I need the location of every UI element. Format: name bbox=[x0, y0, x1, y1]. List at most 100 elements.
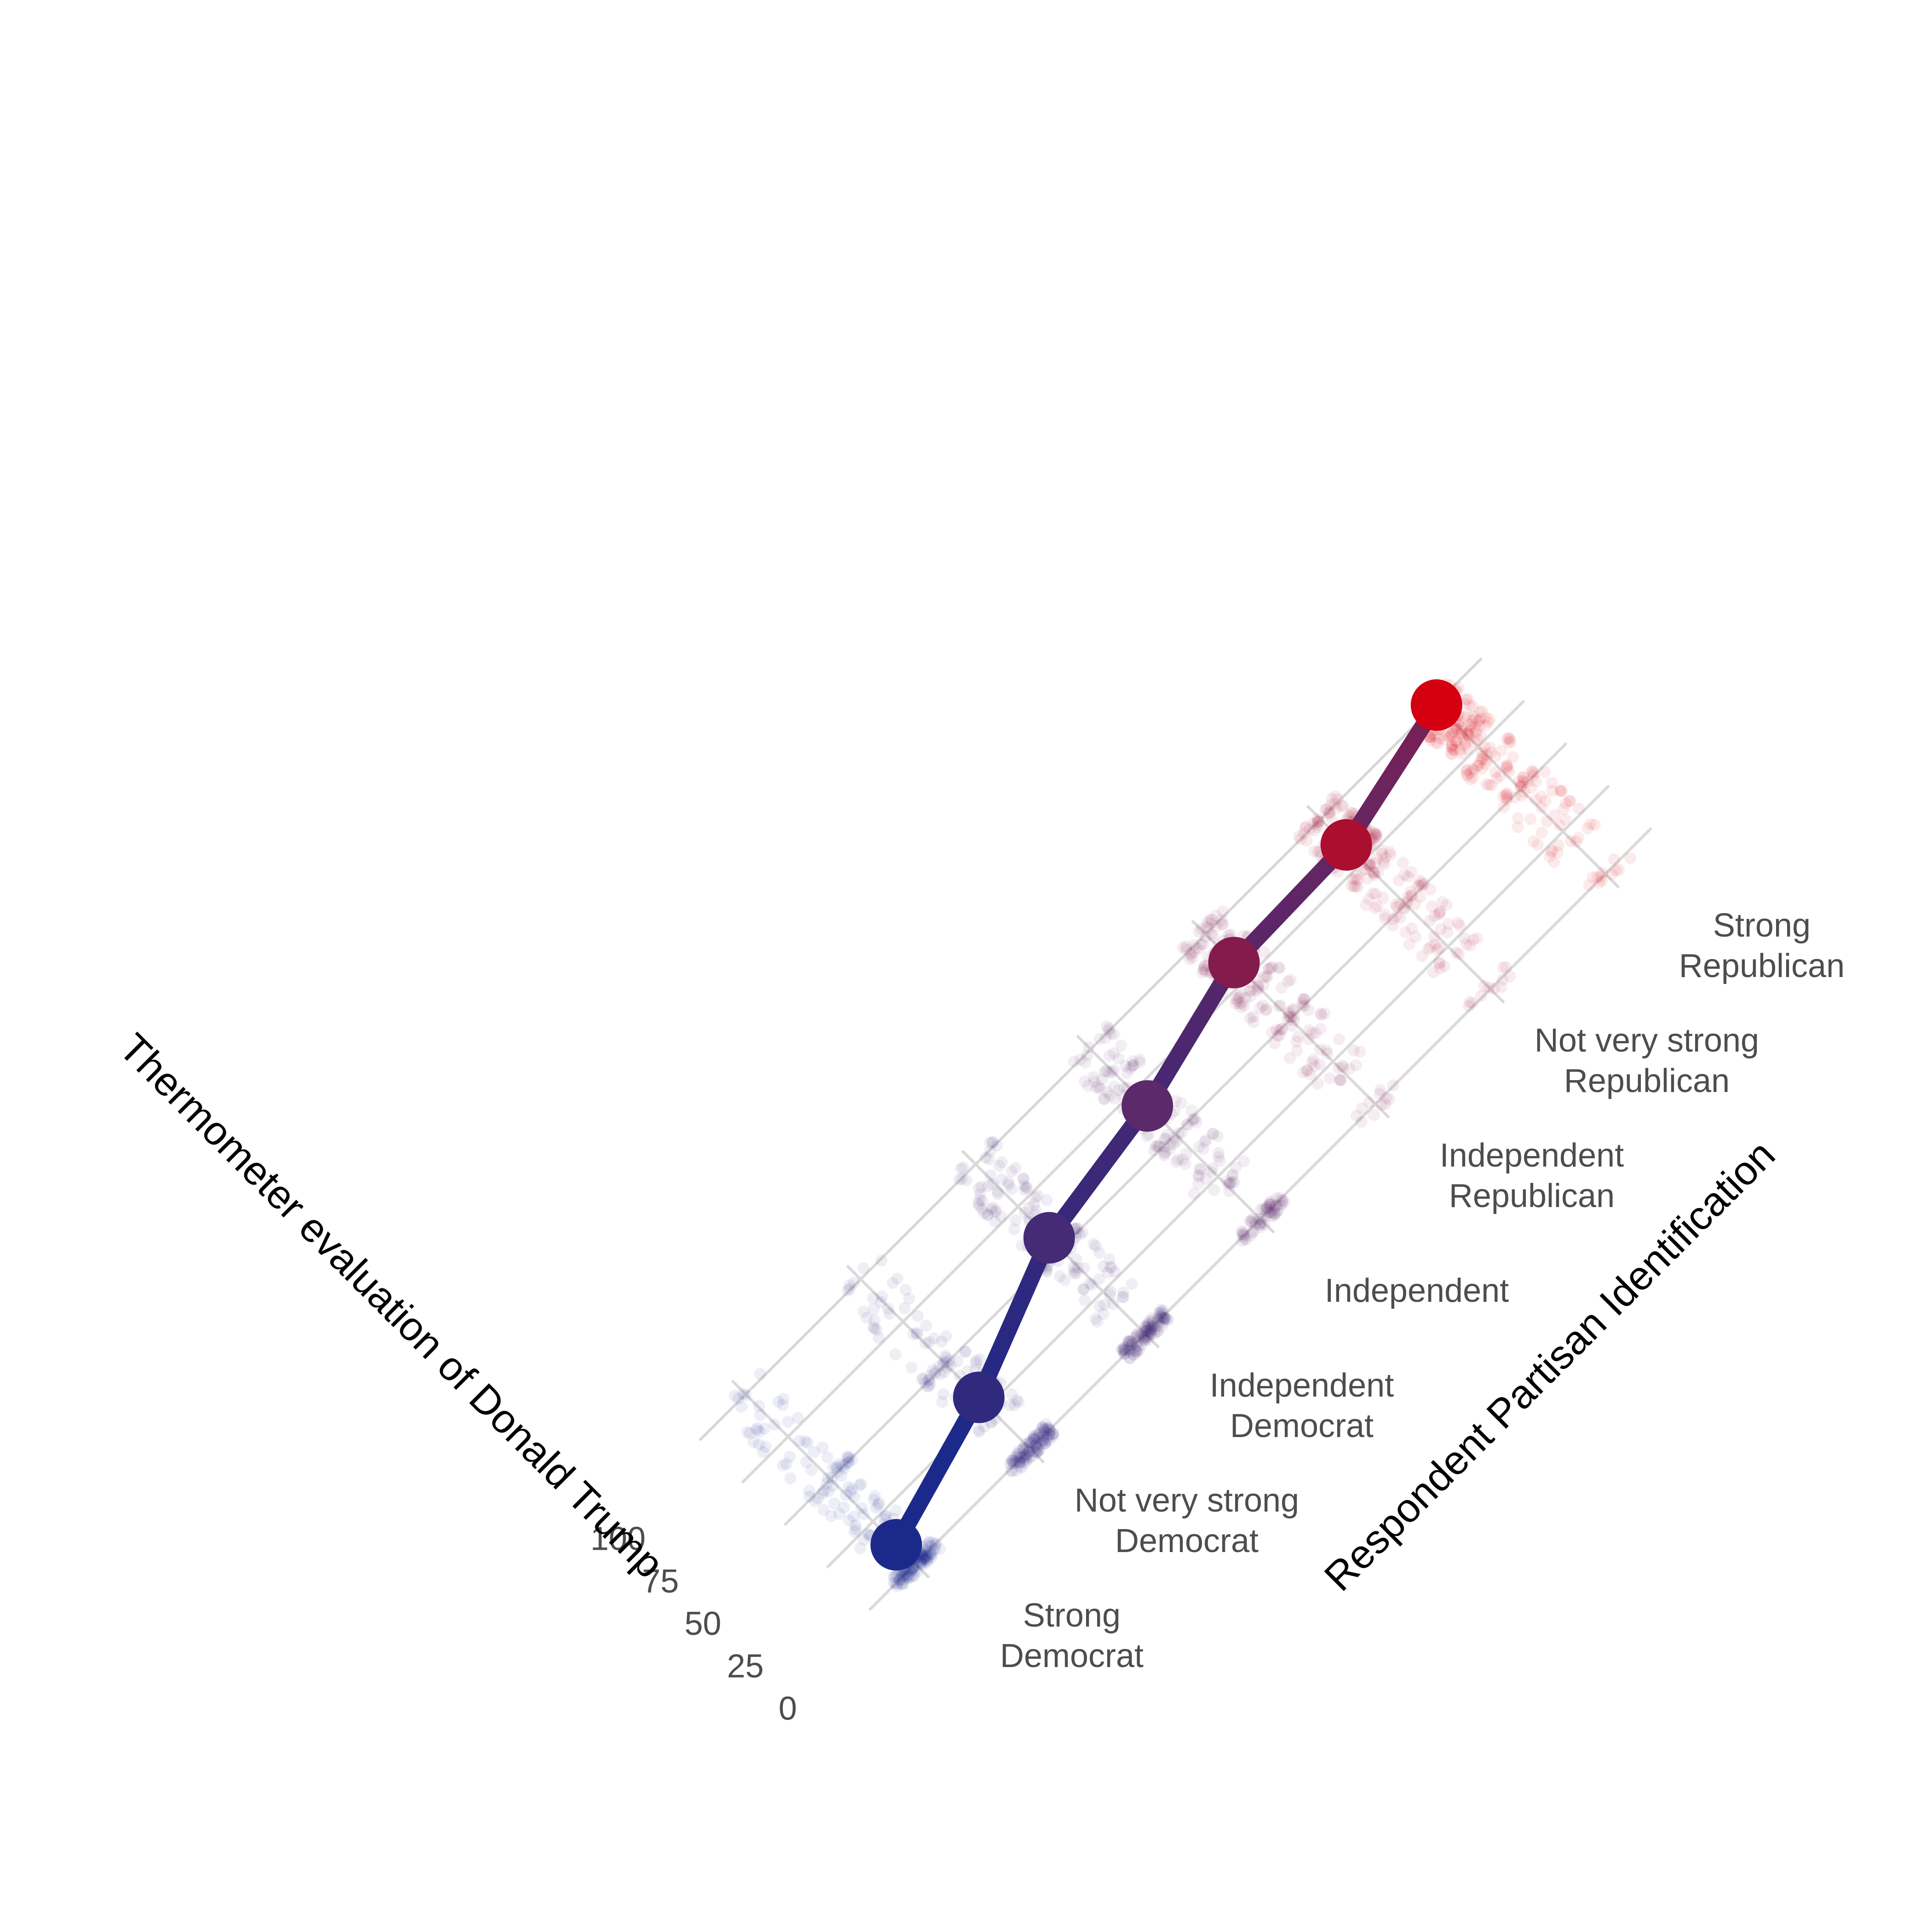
respondent-point bbox=[1072, 1262, 1084, 1274]
respondent-point bbox=[1121, 1341, 1133, 1353]
respondent-point bbox=[1414, 891, 1426, 903]
respondent-point bbox=[1271, 1192, 1282, 1204]
respondent-point bbox=[846, 1483, 858, 1495]
respondent-point bbox=[1103, 1253, 1116, 1265]
respondent-point bbox=[1138, 1331, 1150, 1344]
respondent-point bbox=[1131, 1328, 1144, 1340]
respondent-point bbox=[1226, 1170, 1239, 1182]
respondent-point bbox=[1588, 818, 1601, 831]
respondent-point bbox=[1098, 1260, 1110, 1273]
respondent-point bbox=[1265, 1198, 1277, 1211]
respondent-point bbox=[1474, 713, 1487, 725]
respondent-point bbox=[924, 1378, 937, 1390]
y-tick-label: 75 bbox=[642, 1563, 679, 1600]
respondent-point bbox=[1431, 943, 1443, 956]
y-tick-label: 100 bbox=[590, 1521, 645, 1558]
respondent-point bbox=[1467, 711, 1480, 723]
respondent-point bbox=[1320, 804, 1333, 816]
respondent-point bbox=[1179, 1158, 1191, 1170]
respondent-point bbox=[1460, 938, 1473, 950]
respondent-point bbox=[1257, 999, 1269, 1012]
respondent-point bbox=[1206, 914, 1218, 926]
respondent-point bbox=[1359, 863, 1371, 875]
respondent-point bbox=[1037, 1423, 1050, 1436]
respondent-point bbox=[1450, 946, 1462, 959]
respondent-point bbox=[918, 1553, 931, 1565]
respondent-point bbox=[1434, 962, 1446, 975]
respondent-point bbox=[921, 1380, 933, 1392]
respondent-point bbox=[1188, 1187, 1200, 1200]
respondent-point bbox=[1514, 780, 1526, 793]
respondent-point bbox=[1058, 1274, 1071, 1286]
respondent-point bbox=[1171, 1135, 1183, 1147]
respondent-point bbox=[754, 1409, 766, 1421]
respondent-point bbox=[1194, 1163, 1207, 1175]
respondent-point bbox=[1205, 928, 1218, 941]
x-tick-label: Strong Democrat bbox=[1000, 1597, 1144, 1674]
respondent-point bbox=[1475, 730, 1487, 742]
respondent-point bbox=[1167, 1137, 1180, 1150]
respondent-point bbox=[741, 1426, 753, 1438]
respondent-point bbox=[1099, 1032, 1112, 1044]
respondent-point bbox=[1354, 1046, 1366, 1058]
respondent-point bbox=[1384, 845, 1396, 858]
respondent-point bbox=[868, 1314, 881, 1327]
respondent-point bbox=[934, 1543, 946, 1555]
respondent-point bbox=[1483, 779, 1495, 791]
respondent-point bbox=[803, 1490, 816, 1503]
respondent-point bbox=[1144, 1326, 1156, 1338]
respondent-point bbox=[817, 1504, 830, 1516]
respondent-point bbox=[1297, 993, 1309, 1006]
respondent-point bbox=[1260, 1202, 1273, 1214]
respondent-point bbox=[1432, 732, 1445, 745]
respondent-point bbox=[1014, 1451, 1026, 1464]
respondent-point bbox=[1501, 787, 1513, 799]
respondent-point bbox=[897, 1577, 910, 1590]
respondent-point bbox=[1409, 898, 1421, 910]
respondent-point bbox=[1503, 765, 1515, 778]
respondent-point bbox=[841, 1456, 854, 1469]
respondent-point bbox=[1126, 1278, 1138, 1290]
respondent-point bbox=[989, 1206, 1001, 1218]
respondent-point bbox=[1130, 1346, 1143, 1358]
respondent-point bbox=[1028, 1198, 1041, 1211]
respondent-point bbox=[1455, 722, 1468, 735]
respondent-point bbox=[1322, 807, 1335, 819]
respondent-point bbox=[1012, 1396, 1025, 1408]
respondent-point bbox=[1094, 1082, 1106, 1095]
respondent-point bbox=[1329, 790, 1342, 802]
respondent-point bbox=[1046, 1428, 1058, 1440]
respondent-point bbox=[984, 1169, 996, 1182]
respondent-point bbox=[821, 1477, 833, 1489]
respondent-point bbox=[1017, 1173, 1029, 1185]
respondent-point bbox=[1461, 693, 1474, 705]
respondent-point bbox=[1471, 733, 1484, 746]
respondent-point bbox=[889, 1348, 902, 1361]
respondent-point bbox=[1355, 1116, 1368, 1128]
respondent-point bbox=[1541, 815, 1553, 828]
respondent-point bbox=[1476, 763, 1488, 775]
respondent-point bbox=[1123, 1351, 1136, 1364]
respondent-point bbox=[1140, 1321, 1152, 1334]
respondent-point bbox=[848, 1276, 860, 1289]
respondent-point bbox=[1467, 933, 1479, 946]
respondent-point bbox=[1367, 887, 1379, 900]
mean-point-6 bbox=[1410, 679, 1462, 731]
respondent-point bbox=[920, 1554, 933, 1566]
respondent-point bbox=[1461, 770, 1474, 782]
respondent-point bbox=[1405, 922, 1418, 935]
respondent-point bbox=[1020, 1450, 1032, 1463]
respondent-point bbox=[906, 1571, 919, 1583]
respondent-point bbox=[1019, 1456, 1032, 1469]
respondent-point bbox=[1101, 1086, 1113, 1098]
respondent-point bbox=[1103, 1050, 1116, 1062]
respondent-point bbox=[1479, 758, 1492, 770]
respondent-point bbox=[1427, 966, 1439, 978]
respondent-point bbox=[959, 1346, 971, 1358]
respondent-point bbox=[1221, 1175, 1233, 1187]
respondent-point bbox=[1040, 1418, 1052, 1430]
respondent-point bbox=[1125, 1339, 1137, 1351]
respondent-point bbox=[1248, 1016, 1260, 1028]
respondent-point bbox=[1202, 916, 1214, 928]
respondent-point bbox=[1375, 1099, 1388, 1111]
